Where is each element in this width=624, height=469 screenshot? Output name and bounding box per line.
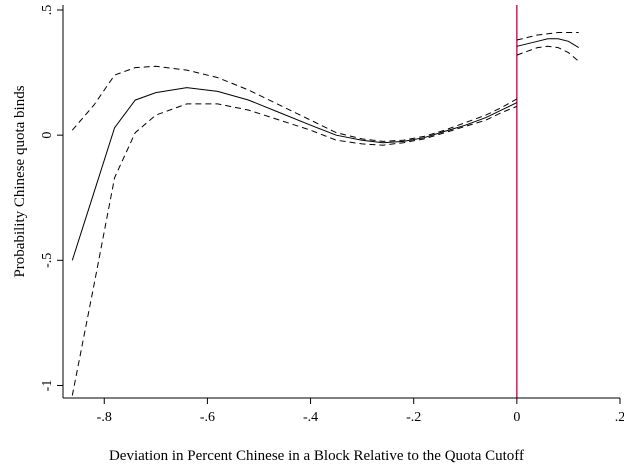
x-tick-label: -.2 — [406, 410, 421, 425]
confidence-band-line-4 — [516, 32, 579, 41]
fitted-line-3 — [516, 38, 579, 49]
x-tick-label: 0 — [513, 410, 520, 425]
confidence-band-line-2 — [71, 103, 518, 396]
fitted-line-0 — [71, 87, 518, 261]
x-axis-title: Deviation in Percent Chinese in a Block … — [109, 448, 524, 464]
x-tick-label: -.8 — [97, 410, 112, 425]
axes: -.8 -.6 -.4 -.2 0 .2 -1 -.5 0 .5 — [40, 5, 624, 425]
x-tick-label: -.4 — [303, 410, 318, 425]
y-tick-label: .5 — [40, 5, 55, 16]
y-axis-title: Probability Chinese quota binds — [12, 85, 28, 277]
confidence-band-line-1 — [71, 65, 518, 142]
y-tick-label: -1 — [40, 380, 55, 392]
plot-area — [71, 5, 580, 398]
confidence-band-line-5 — [516, 45, 580, 62]
y-tick-label: 0 — [40, 132, 55, 139]
x-tick-label: -.6 — [200, 410, 215, 425]
y-tick-label: -.5 — [40, 253, 55, 268]
x-tick-label: .2 — [615, 410, 624, 425]
